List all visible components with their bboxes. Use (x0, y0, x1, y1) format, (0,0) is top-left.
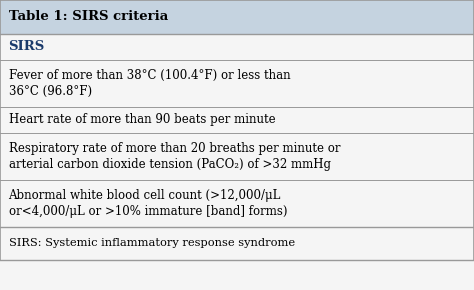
Bar (0, 34, 474, 60)
Bar (0, 107, 474, 133)
Text: SIRS: SIRS (9, 41, 45, 53)
Text: Abnormal white blood cell count (>12,000/μL
or<4,000/μL or >10% immature [band] : Abnormal white blood cell count (>12,000… (9, 189, 287, 218)
Text: Table 1: SIRS criteria: Table 1: SIRS criteria (9, 10, 168, 23)
Text: Respiratory rate of more than 20 breaths per minute or
arterial carbon dioxide t: Respiratory rate of more than 20 breaths… (9, 142, 340, 171)
Text: Fever of more than 38°C (100.4°F) or less than
36°C (96.8°F): Fever of more than 38°C (100.4°F) or les… (9, 69, 290, 98)
Text: SIRS: Systemic inflammatory response syndrome: SIRS: Systemic inflammatory response syn… (9, 238, 295, 249)
Bar (0, 180, 474, 227)
Bar (0, 227, 474, 260)
Text: Heart rate of more than 90 beats per minute: Heart rate of more than 90 beats per min… (9, 113, 275, 126)
Bar (0, 133, 474, 180)
Bar (0, 0, 474, 34)
Bar (0, 60, 474, 107)
